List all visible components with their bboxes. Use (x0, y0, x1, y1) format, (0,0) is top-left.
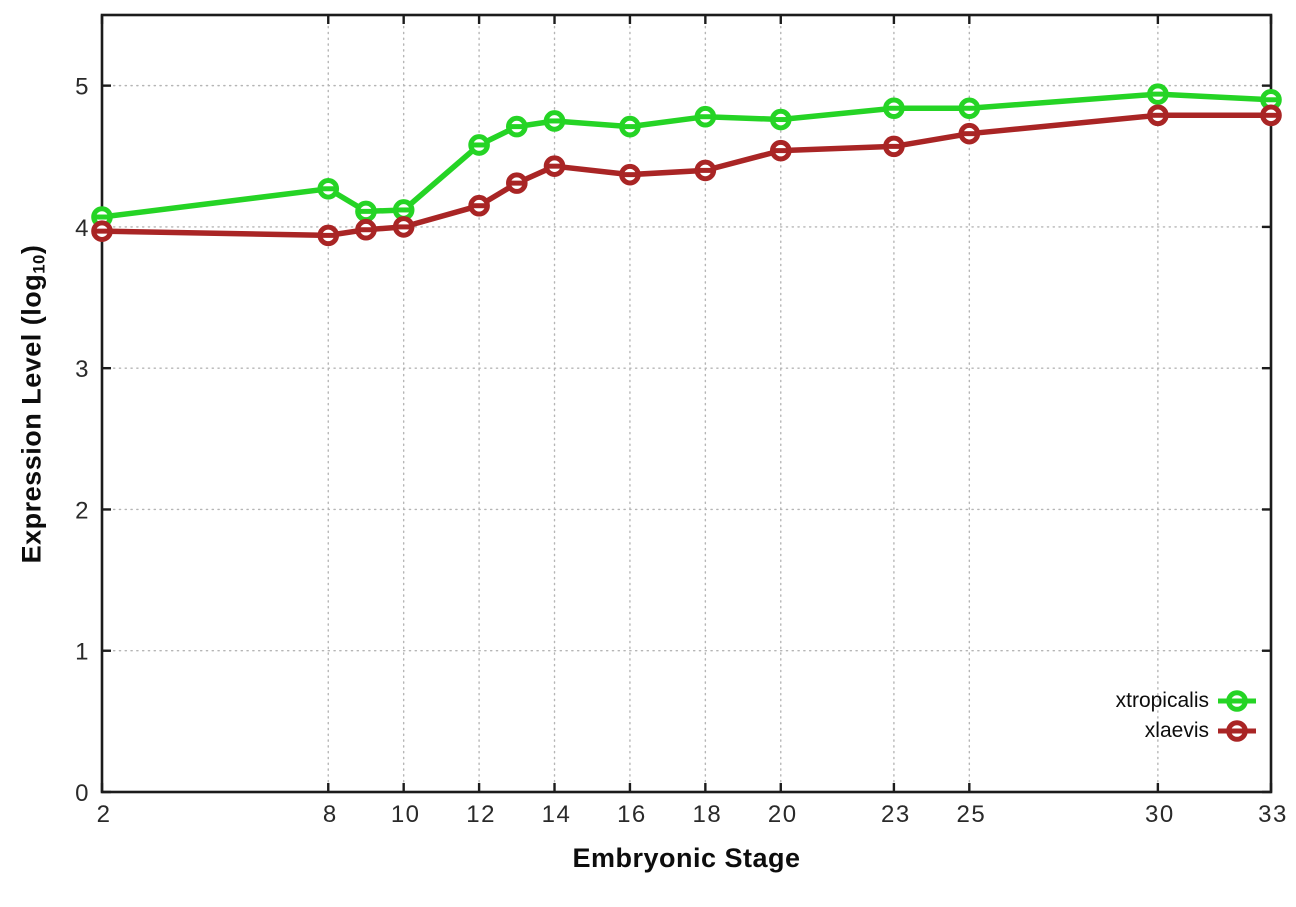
y-tick-label: 5 (75, 74, 90, 101)
y-tick-label: 1 (75, 639, 90, 666)
data-point-xlaevis (468, 194, 490, 217)
legend-label: xtropicalis (1115, 689, 1209, 712)
x-tick-label: 25 (956, 801, 986, 828)
data-point-xtropicalis (468, 134, 490, 156)
x-tick-label: 30 (1145, 801, 1175, 828)
data-point-xlaevis (91, 220, 113, 242)
data-point-xtropicalis (883, 97, 905, 120)
legend-item-xtropicalis: xtropicalis (1116, 686, 1256, 716)
series-line-xlaevis (99, 112, 1274, 239)
x-axis-title: Embryonic Stage (572, 843, 801, 873)
y-axis-title-close: ) (16, 244, 47, 255)
series-line-xtropicalis (99, 91, 1274, 220)
legend-marker-icon (1218, 690, 1256, 712)
y-tick-label: 4 (75, 215, 90, 242)
x-tick-label: 10 (391, 801, 421, 828)
data-point-xlaevis (543, 155, 566, 177)
x-tick-label: 8 (323, 801, 338, 828)
data-point-xlaevis (769, 139, 792, 162)
data-point-xlaevis (1260, 104, 1282, 127)
data-point-xtropicalis (91, 206, 113, 228)
x-tick-label: 18 (693, 801, 723, 828)
data-point-xtropicalis (958, 97, 981, 120)
x-tick-label: 33 (1258, 801, 1288, 828)
data-point-xlaevis (883, 135, 905, 158)
x-tick-label: 2 (97, 801, 112, 828)
data-point-xtropicalis (619, 115, 641, 138)
data-point-xtropicalis (392, 199, 415, 221)
data-point-xlaevis (317, 224, 340, 247)
legend-marker-icon (1218, 720, 1256, 742)
data-point-xlaevis (392, 216, 415, 238)
data-point-xlaevis (506, 172, 528, 194)
data-point-xtropicalis (506, 115, 528, 138)
data-point-xtropicalis (543, 110, 566, 132)
data-point-xlaevis (694, 159, 717, 182)
x-tick-label: 23 (881, 801, 911, 828)
data-point-xtropicalis (1147, 83, 1169, 105)
y-tick-label: 0 (75, 780, 90, 807)
data-point-xlaevis (1147, 104, 1169, 127)
data-point-xtropicalis (355, 200, 377, 223)
data-point-xlaevis (958, 122, 981, 145)
legend-label: xlaevis (1144, 719, 1209, 742)
x-tick-label: 12 (466, 801, 496, 828)
x-tick-label: 16 (617, 801, 647, 828)
legend-item-xlaevis: xlaevis (1145, 716, 1256, 746)
y-axis-title: Expression Level (log10) (16, 245, 49, 564)
legend: xtropicalis xlaevis (1116, 686, 1256, 746)
data-point-xlaevis (355, 218, 377, 241)
plot-border (100, 13, 1273, 794)
data-point-xlaevis (619, 163, 641, 186)
y-axis-title-subscript: 10 (29, 254, 49, 274)
x-tick-label: 14 (542, 801, 572, 828)
data-point-xtropicalis (317, 177, 340, 200)
y-tick-label: 3 (75, 356, 90, 383)
y-axis-title-text: Expression Level (log (16, 273, 47, 564)
x-tick-label: 20 (768, 801, 798, 828)
y-tick-label: 2 (75, 497, 90, 524)
data-point-xtropicalis (769, 108, 792, 131)
data-point-xtropicalis (694, 105, 717, 128)
